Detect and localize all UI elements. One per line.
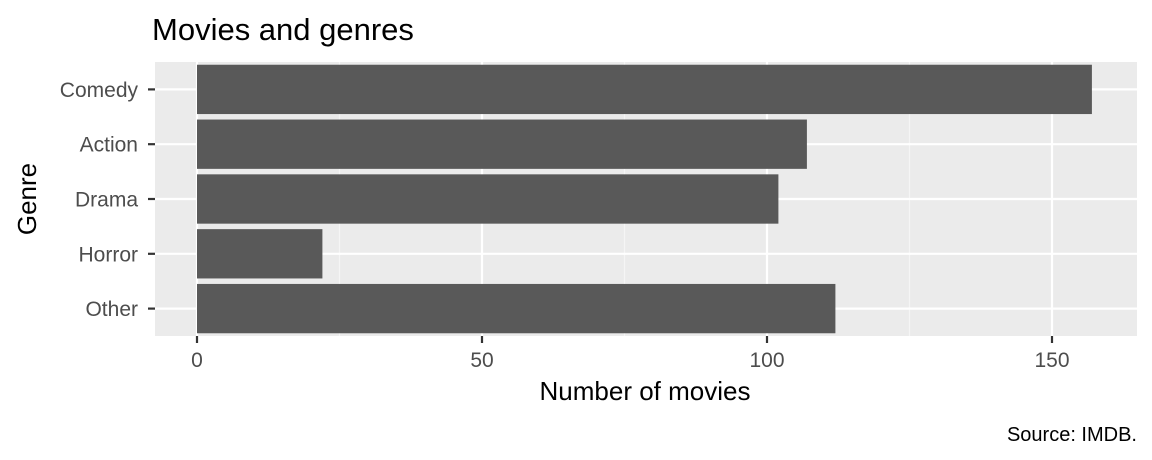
chart-caption: Source: IMDB. bbox=[1007, 424, 1137, 446]
x-tick-label: 100 bbox=[749, 349, 784, 372]
chart-title: Movies and genres bbox=[152, 12, 414, 47]
x-tick-label: 150 bbox=[1034, 349, 1069, 372]
x-tick-label: 0 bbox=[191, 349, 203, 372]
y-tick-label: Drama bbox=[75, 189, 138, 212]
y-axis-title: Genre bbox=[12, 163, 42, 235]
bar-drama bbox=[197, 174, 779, 224]
y-tick-label: Other bbox=[85, 298, 138, 321]
bar-action bbox=[197, 119, 807, 169]
bar-comedy bbox=[197, 64, 1092, 115]
x-axis-title: Number of movies bbox=[540, 376, 751, 406]
x-tick-label: 50 bbox=[470, 349, 493, 372]
y-tick-label: Action bbox=[80, 134, 138, 157]
bar-horror bbox=[197, 229, 323, 279]
bars bbox=[197, 64, 1092, 334]
y-tick-label: Comedy bbox=[60, 79, 139, 102]
bar-other bbox=[197, 283, 836, 334]
y-axis: Comedy Action Drama Horror Other bbox=[60, 79, 155, 321]
y-tick-label: Horror bbox=[78, 243, 138, 266]
x-axis: 0 50 100 150 bbox=[191, 336, 1070, 372]
